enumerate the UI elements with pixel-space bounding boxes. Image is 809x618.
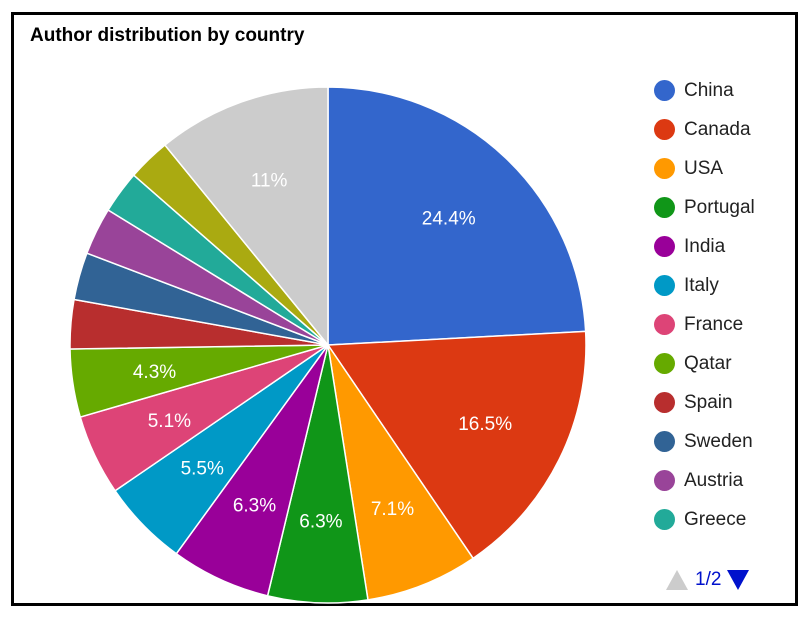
slice-value-label: 7.1% [371,499,414,520]
legend-swatch [654,197,675,218]
slice-value-label: 16.5% [458,414,512,435]
slice-value-label: 11% [251,171,288,192]
chart-title: Author distribution by country [30,25,305,46]
legend-label: Spain [684,391,733,413]
slice-value-label: 6.3% [299,511,342,532]
legend-item-italy[interactable]: Italy [654,266,755,305]
legend-label: USA [684,157,724,179]
pie-slice-china[interactable] [327,86,587,346]
legend-swatch [654,392,675,413]
legend-swatch [654,275,675,296]
legend-swatch [654,353,675,374]
legend-pager: 1/2 [666,569,750,591]
legend-item-france[interactable]: France [654,305,755,344]
legend-page-up-icon [666,570,688,590]
pie-slice-usa[interactable] [327,344,475,601]
legend-item-china[interactable]: China [654,71,755,110]
legend-label: France [684,313,744,335]
legend-item-greece[interactable]: Greece [654,500,755,539]
slice-value-label: 24.4% [422,209,476,230]
legend-swatch [654,470,675,491]
legend-item-india[interactable]: India [654,227,755,266]
legend-item-usa[interactable]: USA [654,149,755,188]
legend-label: China [684,79,734,101]
legend-swatch [654,314,675,335]
legend-item-qatar[interactable]: Qatar [654,344,755,383]
pie-slice-other-13[interactable] [163,86,329,348]
legend-swatch [654,509,675,530]
legend-label: Qatar [684,352,732,374]
pie-slice-canada[interactable] [326,330,587,560]
legend-item-portugal[interactable]: Portugal [654,188,755,227]
legend-label: Portugal [684,196,755,218]
slice-value-label: 5.5% [181,458,224,479]
legend-swatch [654,158,675,179]
legend-item-austria[interactable]: Austria [654,461,755,500]
slice-value-label: 5.1% [148,411,191,432]
legend: China Canada USA Portugal India Italy France Qa… [654,71,755,539]
legend-item-sweden[interactable]: Sweden [654,422,755,461]
legend-label: India [684,235,726,257]
slice-value-label: 6.3% [233,495,276,516]
slice-value-label: 4.3% [133,362,176,383]
legend-label: Italy [684,274,719,296]
legend-swatch [654,431,675,452]
legend-swatch [654,80,675,101]
legend-label: Greece [684,508,747,530]
legend-item-spain[interactable]: Spain [654,383,755,422]
legend-page-indicator: 1/2 [695,569,722,590]
legend-swatch [654,119,675,140]
legend-swatch [654,236,675,257]
legend-page-down-icon[interactable] [727,570,750,590]
legend-label: Canada [684,118,751,140]
legend-label: Sweden [684,430,753,452]
legend-item-canada[interactable]: Canada [654,110,755,149]
legend-label: Austria [684,469,744,491]
